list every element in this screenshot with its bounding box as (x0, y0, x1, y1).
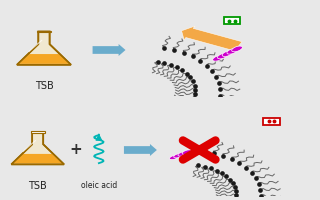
Text: TSB: TSB (35, 81, 53, 91)
Bar (37, 31, 51, 32)
Ellipse shape (232, 46, 243, 52)
Ellipse shape (217, 53, 228, 59)
Ellipse shape (213, 55, 223, 61)
Polygon shape (11, 132, 64, 164)
Ellipse shape (227, 48, 238, 54)
FancyBboxPatch shape (224, 17, 240, 24)
FancyArrow shape (124, 144, 157, 156)
Ellipse shape (182, 150, 191, 154)
Text: oleic acid: oleic acid (81, 181, 117, 190)
Bar (31, 131, 44, 133)
Polygon shape (17, 32, 71, 65)
Polygon shape (19, 54, 69, 64)
FancyArrow shape (181, 26, 242, 51)
Text: TSB: TSB (28, 181, 47, 191)
Ellipse shape (174, 153, 183, 158)
FancyArrow shape (92, 44, 125, 56)
Ellipse shape (222, 51, 233, 56)
Ellipse shape (178, 152, 187, 156)
Polygon shape (13, 154, 62, 163)
FancyBboxPatch shape (263, 118, 280, 125)
Ellipse shape (170, 155, 179, 160)
Text: +: + (69, 142, 82, 157)
